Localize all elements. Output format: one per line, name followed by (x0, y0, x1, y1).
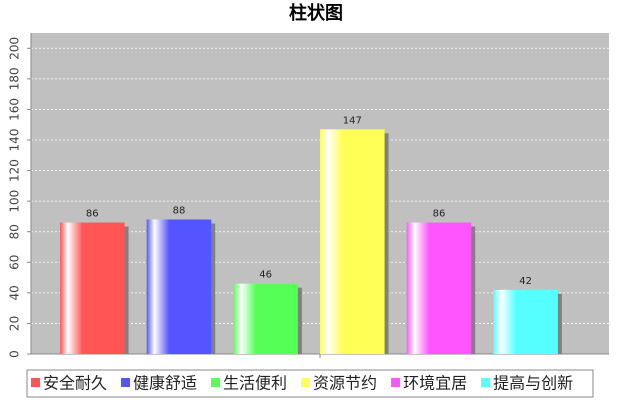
legend-swatch (391, 378, 401, 387)
legend-label: 生活便利 (223, 374, 287, 393)
bar (146, 219, 212, 354)
y-tick-label: 20 (8, 316, 22, 331)
y-tick-label: 140 (8, 129, 22, 152)
y-tick-label: 120 (8, 159, 22, 182)
value-label: 88 (173, 205, 186, 216)
legend-swatch (31, 378, 40, 387)
y-tick-label: 40 (8, 285, 22, 300)
bar (406, 222, 472, 354)
y-tick-label: 100 (8, 190, 22, 213)
y-tick-label: 60 (8, 255, 22, 270)
chart-title: 柱状图 (289, 2, 343, 24)
legend-label: 环境宜居 (403, 374, 467, 393)
legend-swatch (211, 378, 221, 387)
bar (60, 222, 125, 354)
bar (493, 289, 558, 354)
y-tick-label: 0 (8, 350, 22, 358)
legend-swatch (481, 378, 491, 387)
value-label: 86 (433, 209, 446, 220)
y-tick-label: 80 (8, 224, 22, 239)
value-label: 46 (259, 270, 272, 281)
value-label: 86 (86, 209, 99, 220)
legend-label: 资源节约 (313, 374, 377, 393)
value-label: 147 (343, 115, 362, 126)
legend-swatch (121, 378, 131, 387)
legend-label: 健康舒适 (133, 374, 197, 393)
legend-label: 提高与创新 (493, 374, 573, 393)
y-tick-label: 160 (8, 98, 22, 121)
bar (320, 129, 385, 354)
legend-label: 安全耐久 (43, 374, 107, 393)
legend-swatch (301, 378, 311, 387)
bar (233, 283, 298, 354)
value-label: 42 (519, 276, 532, 287)
y-tick-label: 200 (8, 37, 22, 60)
y-tick-label: 180 (8, 67, 22, 90)
